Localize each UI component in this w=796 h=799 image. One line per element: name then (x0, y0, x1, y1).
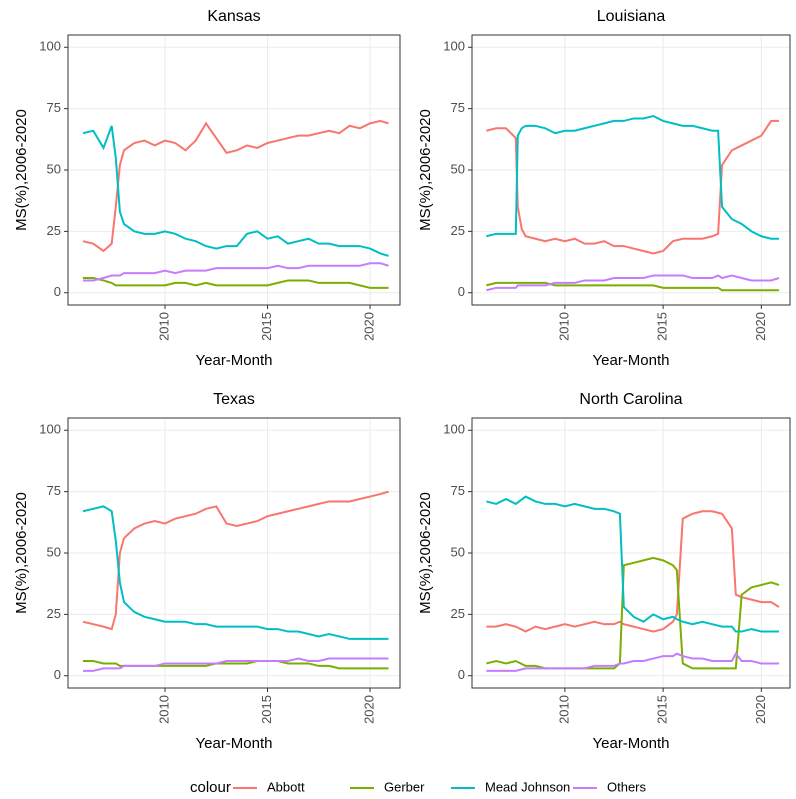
legend-label: Abbott (267, 779, 305, 794)
panel-border (67, 34, 401, 306)
panel-border (471, 417, 791, 689)
x-tick-label: 2020 (753, 695, 768, 724)
y-axis-title: MS(%),2006-2020 (13, 492, 30, 614)
series-line (486, 119, 779, 255)
panel-title: Kansas (207, 8, 260, 25)
panel-title: Louisiana (597, 8, 666, 25)
x-tick-label: 2020 (753, 312, 768, 341)
y-axis-title: MS(%),2006-2020 (13, 109, 30, 231)
panel-border (471, 34, 791, 306)
series-line (82, 262, 389, 282)
y-tick-label: 100 (39, 39, 61, 54)
x-tick-label: 2015 (655, 312, 670, 341)
x-tick-label: 2010 (556, 695, 571, 724)
legend-title: colour (190, 779, 231, 796)
series-line (82, 657, 389, 672)
y-axis-title: MS(%),2006-2020 (417, 109, 434, 231)
y-tick-label: 25 (451, 606, 465, 621)
x-tick-label: 2010 (556, 312, 571, 341)
x-tick-label: 2020 (361, 312, 376, 341)
legend-label: Others (607, 779, 647, 794)
panel-border (67, 417, 401, 689)
series-line (82, 119, 389, 253)
series-line (486, 114, 779, 240)
x-axis-title: Year-Month (196, 352, 273, 369)
series-line (486, 510, 780, 633)
y-tick-label: 50 (451, 544, 465, 559)
series-line (82, 660, 389, 670)
y-tick-label: 100 (443, 39, 465, 54)
series-line (486, 651, 779, 672)
series-line (82, 277, 389, 289)
series-line (486, 274, 780, 292)
y-tick-label: 0 (458, 284, 465, 299)
legend-label: Gerber (384, 779, 425, 794)
x-tick-label: 2020 (361, 695, 376, 724)
x-tick-label: 2015 (655, 695, 670, 724)
x-tick-label: 2015 (259, 695, 274, 724)
x-axis-title: Year-Month (196, 735, 273, 752)
x-tick-label: 2010 (156, 695, 171, 724)
x-tick-label: 2010 (156, 312, 171, 341)
series-line (486, 556, 780, 670)
y-tick-label: 25 (47, 606, 61, 621)
y-tick-label: 0 (54, 284, 61, 299)
y-tick-label: 50 (451, 161, 465, 176)
series-line (82, 490, 389, 631)
panel-title: North Carolina (579, 391, 682, 408)
y-tick-label: 25 (451, 223, 465, 238)
y-axis-title: MS(%),2006-2020 (417, 492, 434, 614)
legend-label: Mead Johnson (485, 779, 570, 794)
series-line (486, 281, 779, 292)
y-tick-label: 100 (443, 422, 465, 437)
y-tick-label: 50 (47, 544, 61, 559)
series-line (82, 505, 389, 640)
y-tick-label: 100 (39, 422, 61, 437)
y-tick-label: 75 (451, 483, 465, 498)
y-tick-label: 25 (47, 223, 61, 238)
x-axis-title: Year-Month (593, 352, 670, 369)
panel-title: Texas (213, 391, 255, 408)
series-line (486, 495, 779, 633)
x-tick-label: 2015 (259, 312, 274, 341)
y-tick-label: 75 (47, 483, 61, 498)
y-tick-label: 75 (451, 100, 465, 115)
y-tick-label: 50 (47, 161, 61, 176)
y-tick-label: 75 (47, 100, 61, 115)
y-tick-label: 0 (54, 667, 61, 682)
y-tick-label: 0 (458, 667, 465, 682)
x-axis-title: Year-Month (593, 735, 670, 752)
series-line (82, 125, 389, 257)
